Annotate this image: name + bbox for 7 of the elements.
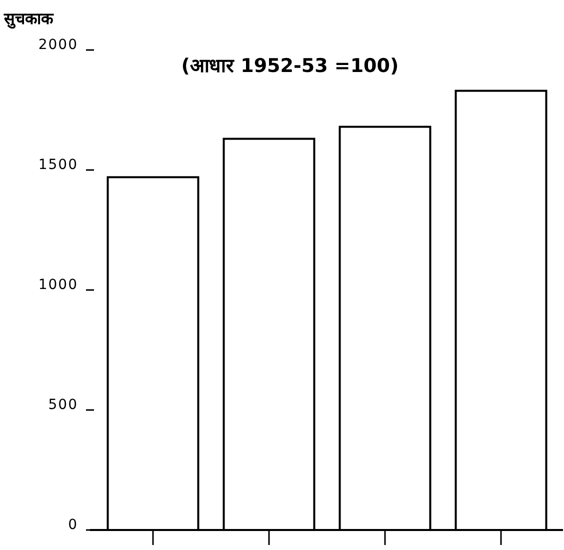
y-axis-title: सुचकाक [3,9,54,29]
y-tick-label: 1000 [38,277,78,293]
y-tick-label: 500 [48,397,78,413]
y-tick-label: 0 [68,517,78,533]
chart-subtitle: (आधार 1952-53 =100) [181,55,399,77]
y-tick-label: 1500 [38,157,78,173]
y-tick-label: 2000 [38,37,78,53]
